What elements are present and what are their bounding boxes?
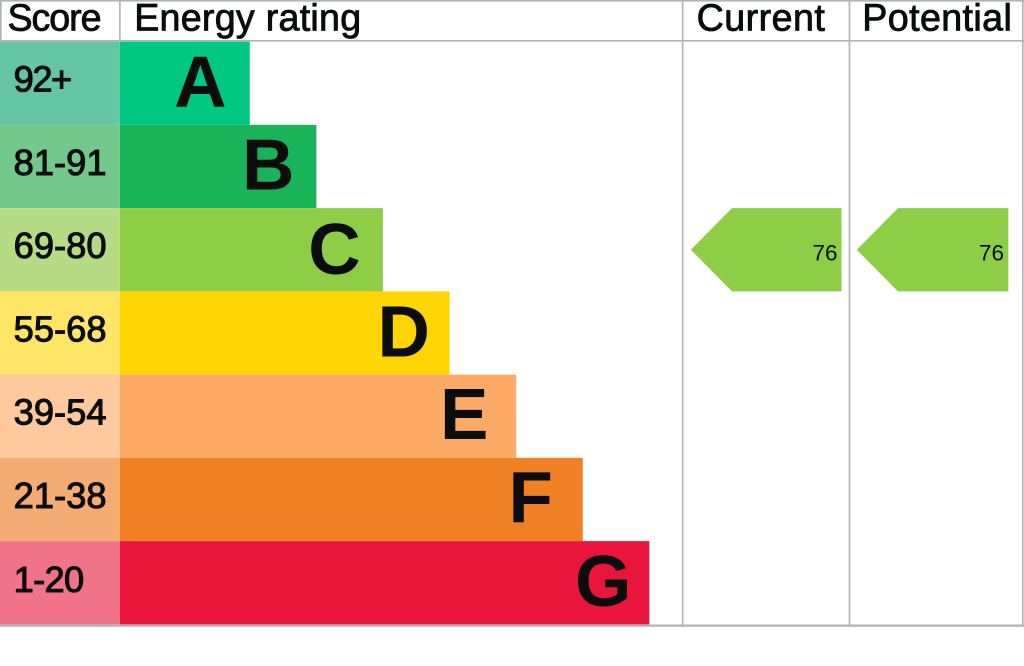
svg-text:69-80: 69-80 (14, 225, 107, 266)
svg-text:39-54: 39-54 (14, 392, 107, 433)
svg-text:81-91: 81-91 (14, 142, 107, 183)
svg-text:D: D (378, 291, 430, 372)
svg-text:55-68: 55-68 (14, 308, 107, 349)
svg-text:21-38: 21-38 (14, 475, 107, 516)
svg-text:C: C (308, 209, 360, 290)
svg-text:A: A (174, 42, 226, 123)
svg-text:76: 76 (979, 240, 1004, 265)
svg-text:92+: 92+ (14, 59, 73, 100)
svg-text:E: E (440, 374, 488, 455)
svg-text:76: 76 (813, 240, 838, 265)
svg-text:B: B (242, 124, 294, 205)
svg-text:G: G (575, 541, 631, 622)
svg-text:F: F (508, 457, 552, 538)
svg-text:Energy rating: Energy rating (134, 0, 361, 38)
svg-text:Current: Current (697, 0, 826, 38)
svg-text:Score: Score (8, 0, 102, 38)
svg-text:1-20: 1-20 (14, 559, 85, 600)
svg-text:Potential: Potential (862, 0, 1012, 38)
